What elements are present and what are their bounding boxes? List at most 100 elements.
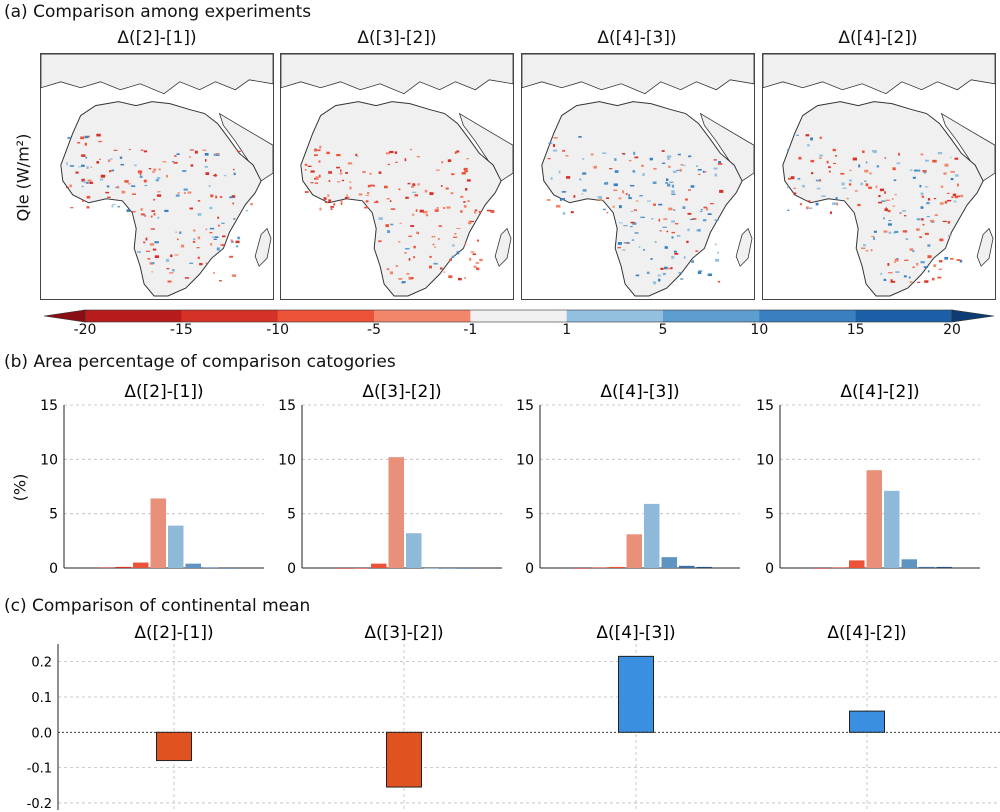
colorbar-min-extend bbox=[43, 309, 86, 323]
y-tick-label: -0.1 bbox=[27, 762, 52, 777]
colorbar-segment bbox=[759, 310, 857, 322]
area-bar bbox=[371, 563, 387, 568]
mean-bar bbox=[849, 710, 885, 733]
mean-bar bbox=[386, 731, 422, 788]
map-title-2: Δ([3]-[2]) bbox=[357, 28, 437, 48]
area-bar bbox=[679, 565, 695, 568]
area-bar bbox=[849, 560, 865, 568]
colorbar-tick-label: 1 bbox=[562, 322, 572, 338]
area-bar bbox=[919, 566, 935, 568]
area-bar bbox=[168, 525, 184, 568]
y-tick-label: 15 bbox=[756, 398, 774, 414]
area-bar bbox=[423, 568, 439, 569]
area-bar bbox=[661, 557, 677, 568]
area-bar bbox=[884, 490, 900, 568]
y-tick-label: 5 bbox=[765, 507, 774, 523]
y-tick-label: 10 bbox=[278, 452, 296, 468]
colorbar-max-extend bbox=[951, 309, 995, 323]
africa-map-4 bbox=[763, 54, 995, 297]
map-title-4: Δ([4]-[2]) bbox=[838, 28, 918, 48]
area-bar bbox=[866, 470, 882, 568]
area-bar bbox=[644, 503, 660, 568]
y-tick-label: 0 bbox=[49, 561, 58, 575]
mean-bar bbox=[618, 655, 654, 733]
continental-mean-chart: 0.2 0.1 0.0 -0.1 -0.2 Δ([2]-[1]) Δ([3]-[2]) Δ([… bbox=[27, 623, 1000, 810]
y-tick-label: 5 bbox=[49, 507, 58, 523]
map-title-3: Δ([4]-[3]) bbox=[597, 28, 677, 48]
colorbar-segment bbox=[277, 310, 375, 322]
colorbar-segment bbox=[85, 310, 182, 322]
area-bar bbox=[626, 534, 642, 568]
area-bar bbox=[591, 567, 607, 569]
y-tick-label: -0.2 bbox=[27, 797, 52, 810]
area-bar bbox=[574, 568, 590, 569]
map-panel-1 bbox=[40, 53, 274, 300]
y-tick-label: 10 bbox=[516, 452, 534, 468]
colorbar-tick-label: -15 bbox=[169, 322, 193, 338]
area-bar bbox=[936, 566, 952, 568]
y-tick-label: 5 bbox=[287, 507, 296, 523]
area-bar bbox=[696, 566, 712, 568]
mean-category-label: Δ([4]-[3]) bbox=[596, 623, 675, 643]
map-y-axis-label: Qle (W/m²) bbox=[13, 133, 33, 222]
section-a-title: (a) Comparison among experiments bbox=[4, 2, 312, 22]
area-panel-2: Δ([3]-[2]) 0 5 10 15 bbox=[278, 382, 502, 575]
colorbar-tick-label: -5 bbox=[367, 322, 381, 338]
area-bar bbox=[388, 457, 404, 568]
area-bar bbox=[133, 562, 149, 568]
colorbar-tick-label: -1 bbox=[463, 322, 478, 338]
colorbar-tick-label: -10 bbox=[266, 322, 290, 338]
colorbar bbox=[43, 309, 995, 323]
section-b-title: (b) Area percentage of comparison catogo… bbox=[4, 352, 396, 372]
area-bar bbox=[406, 533, 422, 568]
colorbar-segment bbox=[374, 310, 471, 322]
area-panel-4: Δ([4]-[2]) 0 5 10 15 bbox=[756, 382, 980, 575]
colorbar-segment bbox=[470, 310, 568, 322]
area-panel-title: Δ([4]-[3]) bbox=[600, 382, 679, 402]
area-bar bbox=[609, 566, 625, 568]
africa-map-3 bbox=[522, 54, 754, 297]
africa-map-1 bbox=[41, 54, 273, 297]
colorbar-segment bbox=[181, 310, 279, 322]
y-tick-label: 15 bbox=[516, 398, 534, 414]
area-bar bbox=[458, 568, 474, 569]
y-tick-label: 0 bbox=[765, 561, 774, 575]
colorbar-tick-label: 20 bbox=[943, 322, 961, 338]
y-tick-label: 5 bbox=[525, 507, 534, 523]
area-bar bbox=[831, 567, 847, 569]
area-bar bbox=[98, 567, 114, 569]
y-tick-label: 15 bbox=[278, 398, 296, 414]
map-panel-3 bbox=[521, 53, 755, 300]
area-panel-title: Δ([4]-[2]) bbox=[840, 382, 919, 402]
colorbar-segment bbox=[663, 310, 760, 322]
area-bar bbox=[220, 568, 236, 569]
area-bar bbox=[203, 567, 219, 569]
colorbar-tick-label: 5 bbox=[658, 322, 668, 338]
y-tick-label: 0.0 bbox=[31, 726, 52, 741]
section-c-title: (c) Comparison of continental mean bbox=[4, 596, 311, 616]
africa-map-2 bbox=[281, 54, 513, 297]
colorbar-tick-label: 15 bbox=[846, 322, 865, 338]
colorbar-segment bbox=[855, 310, 953, 322]
area-bar bbox=[336, 568, 352, 569]
area-panel-1: Δ([2]-[1]) 0 5 10 15 bbox=[40, 382, 264, 575]
mean-category-label: Δ([4]-[2]) bbox=[827, 623, 906, 643]
area-bar bbox=[185, 563, 201, 568]
y-tick-label: 10 bbox=[756, 452, 774, 468]
y-tick-label: 15 bbox=[40, 398, 58, 414]
area-percentage-charts: Δ([2]-[1])051015Δ([3]-[2])051015Δ([4]-[3… bbox=[40, 382, 980, 575]
area-panel-title: Δ([2]-[1]) bbox=[124, 382, 203, 402]
area-bar bbox=[814, 568, 830, 569]
area-bar bbox=[441, 568, 457, 569]
area-bar bbox=[901, 559, 917, 568]
mean-bar bbox=[156, 731, 192, 762]
area-bar bbox=[353, 568, 369, 569]
area-bar bbox=[150, 498, 166, 568]
area-panel-3: Δ([4]-[3]) 0 5 10 15 bbox=[516, 382, 740, 575]
y-tick-label: 10 bbox=[40, 452, 58, 468]
colorbar-segment bbox=[566, 310, 664, 322]
map-panel-4 bbox=[762, 53, 996, 300]
map-title-1: Δ([2]-[1]) bbox=[117, 28, 197, 48]
colorbar-tick-label: -20 bbox=[73, 322, 97, 338]
mean-category-label: Δ([3]-[2]) bbox=[364, 623, 443, 643]
